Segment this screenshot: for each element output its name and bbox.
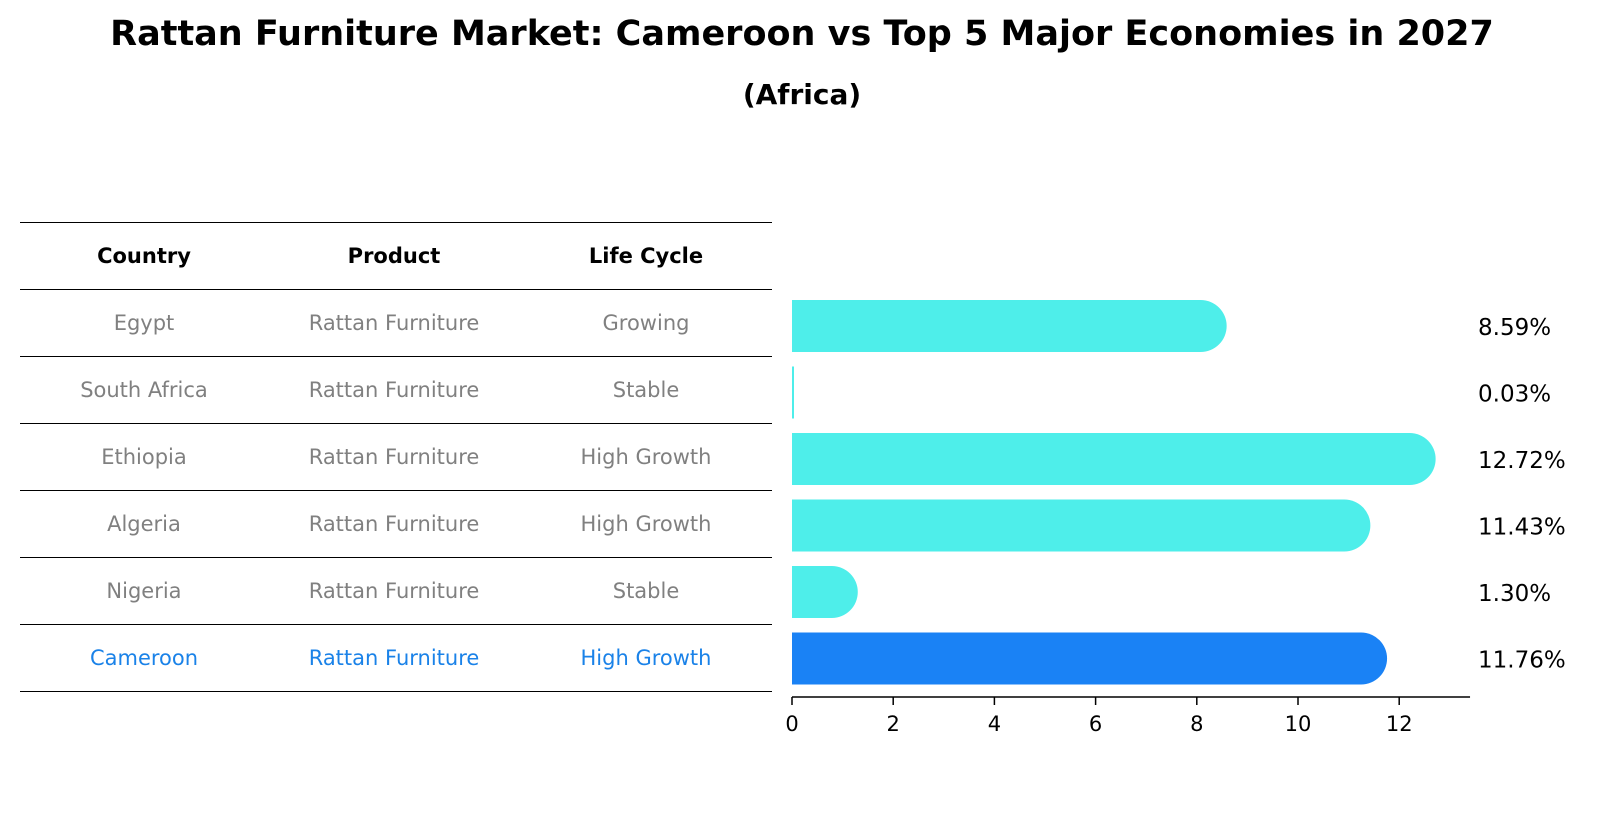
table-header-row: Country Product Life Cycle [20, 222, 772, 290]
life-cycle-cell: Growing [602, 311, 690, 335]
x-tick-label: 2 [887, 712, 900, 736]
product-cell: Rattan Furniture [308, 311, 480, 335]
data-table: Country Product Life Cycle Egypt Rattan … [20, 222, 772, 692]
life-cycle-cell: High Growth [580, 445, 712, 469]
bars-group [792, 300, 1436, 685]
value-label-ethiopia: 12.72% [1478, 448, 1566, 474]
table-row: Algeria Rattan Furniture High Growth [20, 491, 772, 558]
table-row: Nigeria Rattan Furniture Stable [20, 558, 772, 625]
life-cycle-cell: High Growth [580, 646, 712, 670]
life-cycle-cell: High Growth [580, 512, 712, 536]
bar-cameroon [792, 632, 1388, 685]
product-cell: Rattan Furniture [308, 378, 480, 402]
life-cycle-cell: Stable [612, 579, 680, 603]
value-label-cameroon: 11.76% [1478, 648, 1566, 674]
country-cell: Algeria [107, 512, 181, 536]
country-cell: Cameroon [89, 646, 199, 670]
x-tick-label: 8 [1190, 712, 1203, 736]
country-cell: Egypt [113, 311, 175, 335]
chart-subtitle: (Africa) [742, 78, 862, 111]
bar-egypt [792, 300, 1227, 352]
x-tick-label: 0 [785, 712, 798, 736]
product-cell: Rattan Furniture [308, 445, 480, 469]
product-cell: Rattan Furniture [308, 512, 480, 536]
column-header-life-cycle: Life Cycle [588, 244, 704, 268]
table-row: South Africa Rattan Furniture Stable [20, 357, 772, 424]
table-row-highlighted: Cameroon Rattan Furniture High Growth [20, 625, 772, 692]
country-cell: Nigeria [106, 579, 182, 603]
value-label-algeria: 11.43% [1478, 515, 1566, 541]
value-label-egypt: 8.59% [1478, 315, 1551, 341]
product-cell: Rattan Furniture [308, 579, 480, 603]
country-cell: Ethiopia [101, 445, 187, 469]
bar-south-africa [792, 366, 794, 419]
column-header-product: Product [347, 244, 441, 268]
chart-title: Rattan Furniture Market: Cameroon vs Top… [110, 14, 1494, 54]
value-label-nigeria: 1.30% [1478, 581, 1551, 607]
product-cell: Rattan Furniture [308, 646, 480, 670]
country-cell: South Africa [80, 378, 208, 402]
value-labels-group: 8.59% 0.03% 12.72% 11.43% 1.30% 11.76% [1478, 315, 1566, 674]
bar-algeria [792, 499, 1371, 552]
table-row: Ethiopia Rattan Furniture High Growth [20, 424, 772, 491]
x-tick-label: 10 [1285, 712, 1312, 736]
table-row: Egypt Rattan Furniture Growing [20, 290, 772, 357]
x-tick-label: 12 [1386, 712, 1413, 736]
bar-ethiopia [792, 433, 1436, 485]
bar-nigeria [792, 566, 858, 618]
x-tick-label: 6 [1089, 712, 1102, 736]
x-axis: 0 2 4 6 8 10 12 [785, 696, 1471, 736]
life-cycle-cell: Stable [612, 378, 680, 402]
value-label-south-africa: 0.03% [1478, 382, 1551, 408]
column-header-country: Country [97, 244, 191, 268]
x-tick-label: 4 [988, 712, 1001, 736]
